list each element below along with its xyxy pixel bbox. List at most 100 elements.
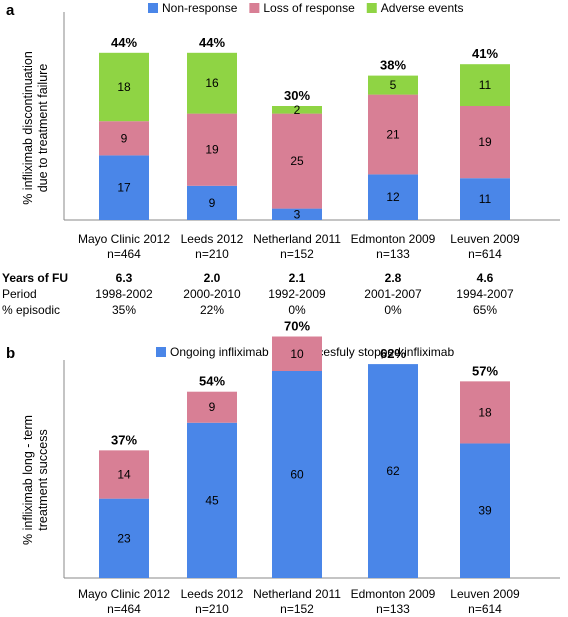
table-cell-0-4: 4.6: [477, 271, 494, 285]
table-row-label-2: % episodic: [2, 303, 60, 317]
table-cell-2-4: 65%: [473, 303, 497, 317]
bar-0-2: [99, 52, 149, 122]
category-n-0: n=464: [107, 247, 141, 261]
panel-b-legend: Ongoing infliximab Succesfuly stopped inf…: [156, 345, 454, 359]
bar-total-1: 44%: [199, 35, 225, 50]
panel-b-label: b: [6, 345, 15, 362]
table-cell-0-0: 6.3: [116, 271, 133, 285]
bar-value-3-1: 21: [386, 128, 400, 142]
bar-value-0-0: 17: [117, 181, 131, 195]
panel-b-ylabel: % infliximab long - term treatment succes…: [21, 415, 50, 545]
table-cell-0-2: 2.1: [289, 271, 306, 285]
bar-2-0: [272, 371, 322, 578]
table-cell-1-4: 1994-2007: [456, 287, 514, 301]
bar-total-3: 62%: [380, 346, 406, 361]
table-cell-2-3: 0%: [384, 303, 402, 317]
bar-value-4-0: 39: [478, 504, 492, 518]
panel-b: b Ongoing infliximab Succesfuly stopped i…: [6, 319, 560, 616]
bar-value-2-2: 2: [294, 103, 301, 117]
panel-a-ylabel: % infliximab discontinuation due to treat…: [21, 51, 50, 205]
ylabel-line-1: due to treatment failure: [36, 64, 50, 193]
bar-3-0: [368, 364, 418, 578]
bar-value-0-1: 9: [121, 131, 128, 145]
table-row-label-1: Period: [2, 287, 37, 301]
category-name-3: Edmonton 2009: [351, 587, 436, 601]
ylabel-line-1: treatment success: [36, 429, 50, 530]
panel-a-legend: Non-response Loss of response Adverse even…: [148, 1, 463, 15]
category-n-4: n=614: [468, 602, 502, 616]
table-cell-0-1: 2.0: [204, 271, 221, 285]
category-name-4: Leuven 2009: [450, 232, 520, 246]
bar-value-1-0: 9: [209, 196, 216, 210]
table-cell-1-1: 2000-2010: [183, 287, 241, 301]
bar-3-1: [368, 94, 418, 175]
bar-2-2: [272, 106, 322, 114]
bar-value-1-1: 19: [205, 143, 219, 157]
bar-1-2: [187, 52, 237, 114]
bar-value-4-1: 18: [478, 405, 492, 419]
panel-a-table: Years of FU 6.3 2.0 2.1 2.8 4.6 Period 1998-200…: [2, 271, 514, 317]
category-n-2: n=152: [280, 247, 314, 261]
table-cell-2-2: 0%: [288, 303, 306, 317]
category-name-1: Leeds 2012: [181, 587, 244, 601]
bar-value-3-0: 62: [386, 464, 400, 478]
bar-2-0: [272, 208, 322, 220]
category-n-3: n=133: [376, 247, 410, 261]
bar-total-1: 54%: [199, 374, 225, 389]
bar-4-0: [460, 443, 510, 578]
bar-value-2-0: 3: [294, 207, 301, 221]
table-cell-1-2: 1992-2009: [268, 287, 326, 301]
bar-1-0: [187, 422, 237, 578]
bar-value-1-1: 9: [209, 400, 216, 414]
legend-label-1: Loss of response: [263, 1, 355, 15]
legend-swatch-0: [156, 347, 166, 357]
category-n-0: n=464: [107, 602, 141, 616]
legend-label-1: Succesfuly stopped infliximab: [297, 345, 455, 359]
panel-a-bars: 17 9 18 44% 9 19 16 44% 3 25 230% 12 21 5 38% 11 19 11 41%: [99, 35, 510, 221]
bar-1-1: [187, 391, 237, 423]
bar-0-1: [99, 450, 149, 499]
bar-total-0: 44%: [111, 35, 137, 50]
bar-1-0: [187, 185, 237, 220]
category-name-0: Mayo Clinic 2012: [78, 232, 170, 246]
panel-b-bars: 23 14 37% 45 9 54% 60 10 70% 62 62% 39 18 57%: [99, 319, 510, 578]
category-name-0: Mayo Clinic 2012: [78, 587, 170, 601]
legend-swatch-1: [249, 3, 260, 13]
table-cell-2-1: 22%: [200, 303, 224, 317]
table-cell-0-3: 2.8: [385, 271, 402, 285]
bar-value-0-2: 18: [117, 80, 131, 94]
category-name-3: Edmonton 2009: [351, 232, 436, 246]
bar-4-2: [460, 64, 510, 106]
ylabel-line-0: % infliximab discontinuation: [21, 51, 35, 205]
legend-label-0: Ongoing infliximab: [170, 345, 269, 359]
table-cell-1-0: 1998-2002: [95, 287, 153, 301]
bar-total-4: 41%: [472, 46, 498, 61]
bar-total-2: 30%: [284, 88, 310, 103]
bar-value-4-0: 11: [479, 192, 492, 206]
bar-value-1-0: 45: [205, 493, 219, 507]
bar-0-1: [99, 121, 149, 156]
ylabel-line-0: % infliximab long - term: [21, 415, 35, 545]
legend-swatch-0: [148, 3, 158, 13]
bar-4-1: [460, 381, 510, 444]
bar-total-4: 57%: [472, 363, 498, 378]
bar-2-1: [272, 113, 322, 209]
panel-a-label: a: [6, 2, 15, 19]
bar-value-2-1: 25: [290, 154, 304, 168]
category-n-1: n=210: [195, 247, 229, 261]
bar-value-2-1: 10: [290, 347, 304, 361]
bar-2-1: [272, 336, 322, 371]
bar-value-0-0: 23: [117, 531, 131, 545]
bar-0-0: [99, 498, 149, 578]
table-cell-2-0: 35%: [112, 303, 136, 317]
bar-value-0-1: 14: [117, 468, 131, 482]
bar-3-2: [368, 75, 418, 95]
bar-0-0: [99, 155, 149, 220]
bar-1-1: [187, 113, 237, 186]
legend-swatch-2: [366, 3, 377, 13]
bar-4-1: [460, 106, 510, 179]
bar-value-4-1: 19: [478, 135, 492, 149]
category-name-1: Leeds 2012: [181, 232, 244, 246]
